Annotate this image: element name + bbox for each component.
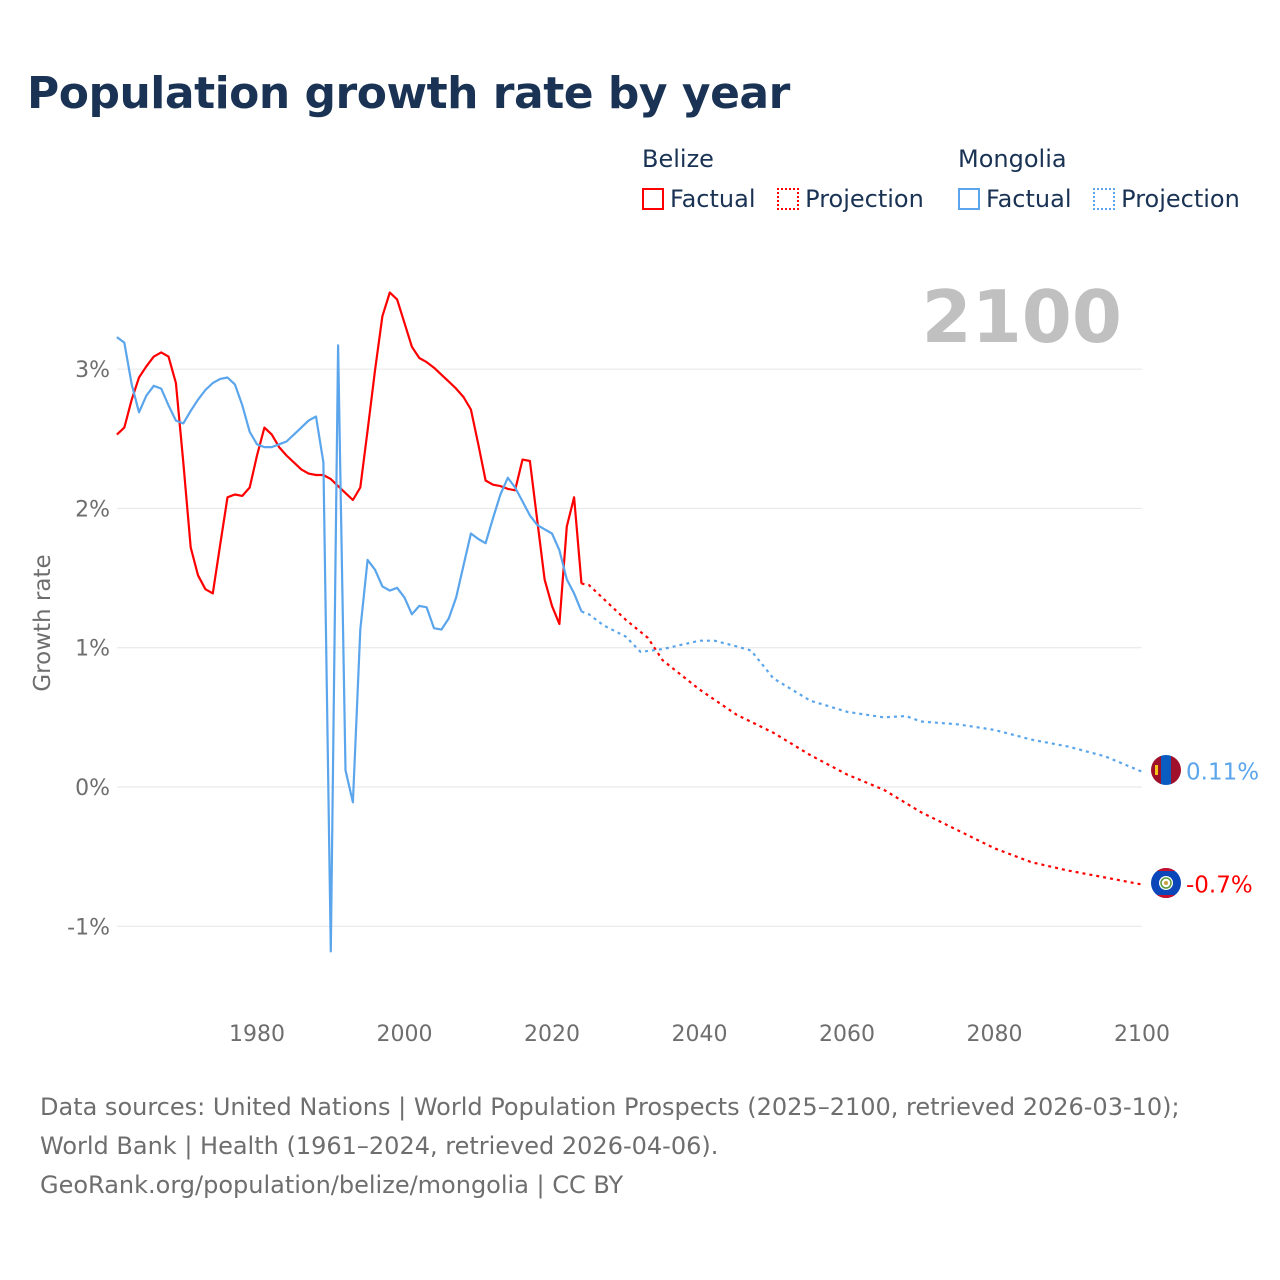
y-tick-label: 1%: [75, 637, 110, 662]
legend-mongolia-factual[interactable]: Factual: [958, 185, 1072, 213]
legend-belize-projection[interactable]: Projection: [777, 185, 924, 213]
y-axis-label: Growth rate: [30, 554, 56, 691]
mongolia-flag-icon: [1151, 755, 1181, 785]
end-label-belize: -0.7%: [1186, 873, 1253, 899]
belize-factual-line[interactable]: [116, 291, 583, 626]
legend-label: Factual: [986, 185, 1072, 213]
legend-label: Projection: [1121, 185, 1240, 213]
legend-group-name: Belize: [642, 145, 714, 173]
end-label-mongolia: 0.11%: [1186, 760, 1259, 786]
x-tick-label: 2060: [819, 1022, 875, 1047]
x-tick-label: 1980: [229, 1022, 285, 1047]
legend-belize-factual[interactable]: Factual: [642, 185, 756, 213]
y-tick-label: 0%: [75, 776, 110, 801]
y-tick-label: 2%: [75, 497, 110, 522]
y-tick-label: 3%: [75, 358, 110, 383]
legend-swatch: [777, 188, 800, 210]
x-tick-label: 2020: [524, 1022, 580, 1047]
legend-label: Projection: [805, 185, 924, 213]
legend-mongolia-projection[interactable]: Projection: [1093, 185, 1240, 213]
data-sources: Data sources: United Nations | World Pop…: [40, 1093, 1180, 1160]
mongolia-projection-line[interactable]: [581, 610, 1143, 773]
legend-swatch: [958, 188, 980, 210]
footer: Data sources: United Nations | World Pop…: [40, 1088, 1240, 1205]
x-tick-label: 2040: [672, 1022, 728, 1047]
y-tick-label: -1%: [67, 915, 110, 940]
chart-plot: -1%0%1%2%3%1980 2000 2020 2040 2060 2080 2100 …: [30, 275, 1259, 1047]
belize-flag-icon: [1151, 868, 1181, 898]
legend-group-name: Mongolia: [958, 145, 1067, 173]
legend-swatch: [642, 188, 664, 210]
legend-swatch: [1093, 188, 1116, 210]
legend-label: Factual: [670, 185, 756, 213]
legend-group-belize: Belize Factual Projection: [642, 145, 938, 216]
mongolia-factual-line[interactable]: [116, 336, 583, 953]
year-watermark: 2100: [922, 275, 1122, 359]
chart-title: Population growth rate by year: [27, 68, 790, 119]
x-tick-label: 2000: [377, 1022, 433, 1047]
legend-group-mongolia: Mongolia Factual Projection: [958, 145, 1254, 216]
x-tick-label: 2080: [967, 1022, 1023, 1047]
source-link[interactable]: GeoRank.org/population/belize/mongolia |…: [40, 1171, 624, 1199]
belize-projection-line[interactable]: [581, 582, 1143, 886]
x-tick-label: 2100: [1114, 1022, 1170, 1047]
